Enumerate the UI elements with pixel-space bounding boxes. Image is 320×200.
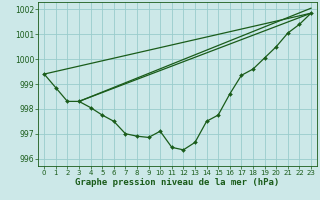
X-axis label: Graphe pression niveau de la mer (hPa): Graphe pression niveau de la mer (hPa) <box>76 178 280 187</box>
